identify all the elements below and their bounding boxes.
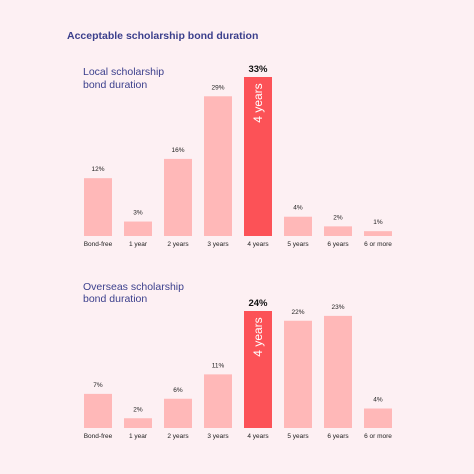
local-category-label: 1 year <box>129 241 148 248</box>
local-bar <box>284 216 312 236</box>
local-category-label: 2 years <box>167 241 189 248</box>
local-value-label: 2% <box>333 214 343 221</box>
overseas-highlight-bar-label: 4 years <box>251 317 265 356</box>
overseas-category-label: 6 or more <box>364 433 392 440</box>
overseas-bar-chart: 7% Bond-free 2% 1 year 6% 2 years 11% 3 years 24… <box>84 298 393 440</box>
overseas-value-label: 23% <box>331 304 344 311</box>
local-category-label: 4 years <box>247 241 269 248</box>
overseas-bar <box>164 398 192 428</box>
local-category-label: 3 years <box>207 241 229 248</box>
local-bar <box>84 178 112 236</box>
overseas-value-label: 24% <box>248 298 268 309</box>
local-bar <box>244 77 272 236</box>
overseas-category-label: 1 year <box>129 433 148 440</box>
overseas-bar <box>84 393 112 428</box>
local-bar <box>124 221 152 236</box>
overseas-bar <box>364 408 392 428</box>
local-value-label: 33% <box>248 64 268 75</box>
local-bar <box>324 226 352 236</box>
local-highlight-bar-label: 4 years <box>251 83 265 122</box>
local-value-label: 4% <box>293 205 303 212</box>
overseas-value-label: 6% <box>173 387 183 394</box>
overseas-value-label: 11% <box>212 362 225 369</box>
local-bar <box>204 96 232 236</box>
local-value-label: 29% <box>211 84 224 91</box>
overseas-value-label: 7% <box>93 382 103 389</box>
overseas-chart-title-line-1: Overseas scholarship <box>83 281 184 293</box>
local-bar <box>164 158 192 236</box>
overseas-bar <box>204 374 232 428</box>
overseas-bar <box>284 320 312 428</box>
overseas-chart-title-line-2: bond duration <box>83 293 147 305</box>
overseas-bar <box>124 418 152 428</box>
local-category-label: 6 years <box>327 241 349 248</box>
overseas-bar <box>244 311 272 428</box>
overseas-category-label: 3 years <box>207 433 229 440</box>
page-title: Acceptable scholarship bond duration <box>67 30 258 42</box>
overseas-value-label: 22% <box>291 309 304 316</box>
overseas-category-label: 6 years <box>327 433 349 440</box>
overseas-value-label: 4% <box>373 397 383 404</box>
local-value-label: 16% <box>171 147 184 154</box>
local-category-label: Bond-free <box>84 241 113 248</box>
overseas-bar <box>324 315 352 428</box>
local-value-label: 12% <box>91 166 104 173</box>
overseas-category-label: 5 years <box>287 433 309 440</box>
local-chart-title-line-1: Local scholarship <box>83 66 164 78</box>
local-bar <box>364 231 392 236</box>
overseas-category-label: 2 years <box>167 433 189 440</box>
overseas-value-label: 2% <box>133 406 143 413</box>
overseas-category-label: 4 years <box>247 433 269 440</box>
local-bar-chart: 12% Bond-free 3% 1 year 16% 2 years 29% 3 years… <box>84 64 393 248</box>
local-category-label: 6 or more <box>364 241 392 248</box>
local-chart-title-line-2: bond duration <box>83 79 147 91</box>
local-category-label: 5 years <box>287 241 309 248</box>
overseas-category-label: Bond-free <box>84 433 113 440</box>
local-value-label: 3% <box>133 210 143 217</box>
local-value-label: 1% <box>373 219 383 226</box>
